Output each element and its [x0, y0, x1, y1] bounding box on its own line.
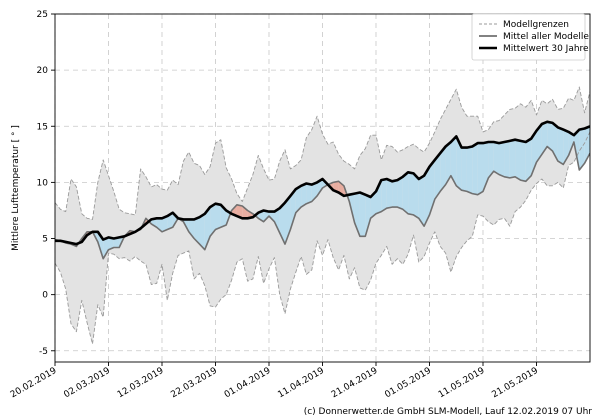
- cold-anomaly-fill: [392, 180, 398, 208]
- cold-anomaly-fill: [370, 191, 376, 219]
- cold-anomaly-fill: [424, 166, 430, 227]
- y-tick-label: 15: [37, 122, 48, 132]
- cold-anomaly-fill: [199, 213, 205, 250]
- cold-anomaly-fill: [483, 142, 489, 192]
- cold-anomaly-fill: [397, 176, 403, 210]
- cold-anomaly-fill: [456, 136, 462, 191]
- cold-anomaly-fill: [509, 139, 516, 178]
- cold-anomaly-fill: [547, 121, 553, 151]
- cold-anomaly-fill: [536, 124, 542, 163]
- cold-anomaly-fill: [541, 121, 548, 155]
- y-axis-label: Mittlere Lufttemperatur [ ° ]: [11, 125, 21, 251]
- cold-anomaly-fill: [301, 183, 307, 208]
- cold-anomaly-fill: [295, 185, 302, 213]
- warm-anomaly-fill: [242, 206, 248, 219]
- climate-mean-line: [55, 120, 590, 246]
- model-range-lower-line: [55, 131, 590, 345]
- cold-anomaly-fill: [488, 142, 494, 178]
- y-tick-label: 5: [42, 235, 48, 245]
- cold-anomaly-fill: [188, 219, 195, 239]
- cold-anomaly-fill: [210, 203, 216, 237]
- cold-anomaly-fill: [103, 237, 109, 259]
- cold-anomaly-fill: [263, 210, 269, 222]
- cold-anomaly-fill: [525, 138, 532, 182]
- cold-anomaly-fill: [499, 142, 505, 177]
- cold-anomaly-fill: [167, 212, 173, 230]
- y-tick-label: 10: [37, 178, 49, 188]
- legend: Modellgrenzen Mittel aller Modelle Mitte…: [471, 13, 589, 61]
- cold-anomaly-fill: [563, 129, 569, 165]
- y-tick-label: 0: [42, 291, 48, 301]
- cold-anomaly-fill: [579, 128, 585, 170]
- cold-anomaly-fill: [215, 203, 221, 230]
- y-tick-label: 25: [37, 10, 48, 20]
- cold-anomaly-fill: [504, 140, 510, 178]
- cold-anomaly-fill: [317, 179, 323, 196]
- cold-anomaly-fill: [194, 217, 200, 245]
- cold-anomaly-fill: [472, 143, 478, 195]
- cold-anomaly-fill: [434, 153, 441, 200]
- legend-label-mittelwert-30-jahre: Mittelwert 30 Jahre: [503, 44, 589, 54]
- cold-anomaly-fill: [151, 218, 157, 228]
- cold-anomaly-fill: [557, 127, 564, 165]
- plot-area: [55, 86, 590, 345]
- credit-text: (c) Donnerwetter.de GmbH SLM-Modell, Lau…: [304, 407, 593, 417]
- cold-anomaly-fill: [461, 147, 467, 192]
- cold-anomaly-fill: [515, 139, 521, 181]
- cold-anomaly-fill: [108, 237, 114, 250]
- cold-anomaly-fill: [386, 179, 393, 209]
- cold-anomaly-fill: [466, 146, 473, 194]
- legend-label-modellgrenzen: Modellgrenzen: [503, 20, 569, 30]
- model-range-upper-line: [55, 86, 590, 220]
- cold-anomaly-fill: [418, 175, 425, 227]
- models-mean-line: [55, 141, 590, 260]
- cold-anomaly-fill: [162, 216, 168, 232]
- warm-anomaly-fill: [236, 204, 243, 219]
- cold-anomaly-fill: [359, 192, 366, 237]
- cold-anomaly-fill: [279, 202, 285, 245]
- legend-label-mittel-aller-modelle: Mittel aller Modelle: [503, 32, 589, 42]
- cold-anomaly-fill: [113, 237, 120, 248]
- cold-anomaly-fill: [413, 173, 419, 219]
- cold-anomaly-fill: [306, 183, 312, 204]
- cold-anomaly-fill: [365, 194, 371, 237]
- cold-anomaly-fill: [402, 172, 409, 214]
- cold-anomaly-fill: [290, 189, 296, 230]
- cold-anomaly-fill: [274, 208, 280, 233]
- cold-anomaly-fill: [520, 140, 526, 182]
- cold-anomaly-fill: [445, 142, 451, 185]
- cold-anomaly-fill: [381, 179, 387, 212]
- legend-box: [471, 13, 586, 61]
- cold-anomaly-fill: [440, 146, 446, 192]
- cold-anomaly-fill: [477, 143, 483, 195]
- cold-anomaly-fill: [156, 218, 162, 232]
- cold-anomaly-fill: [408, 172, 414, 215]
- cold-anomaly-fill: [568, 131, 574, 156]
- cold-anomaly-fill: [450, 136, 457, 186]
- cold-anomaly-fill: [552, 122, 558, 162]
- cold-anomaly-fill: [493, 142, 499, 175]
- y-tick-label: -5: [39, 347, 48, 357]
- y-tick-label: 20: [37, 66, 49, 76]
- cold-anomaly-fill: [376, 180, 382, 214]
